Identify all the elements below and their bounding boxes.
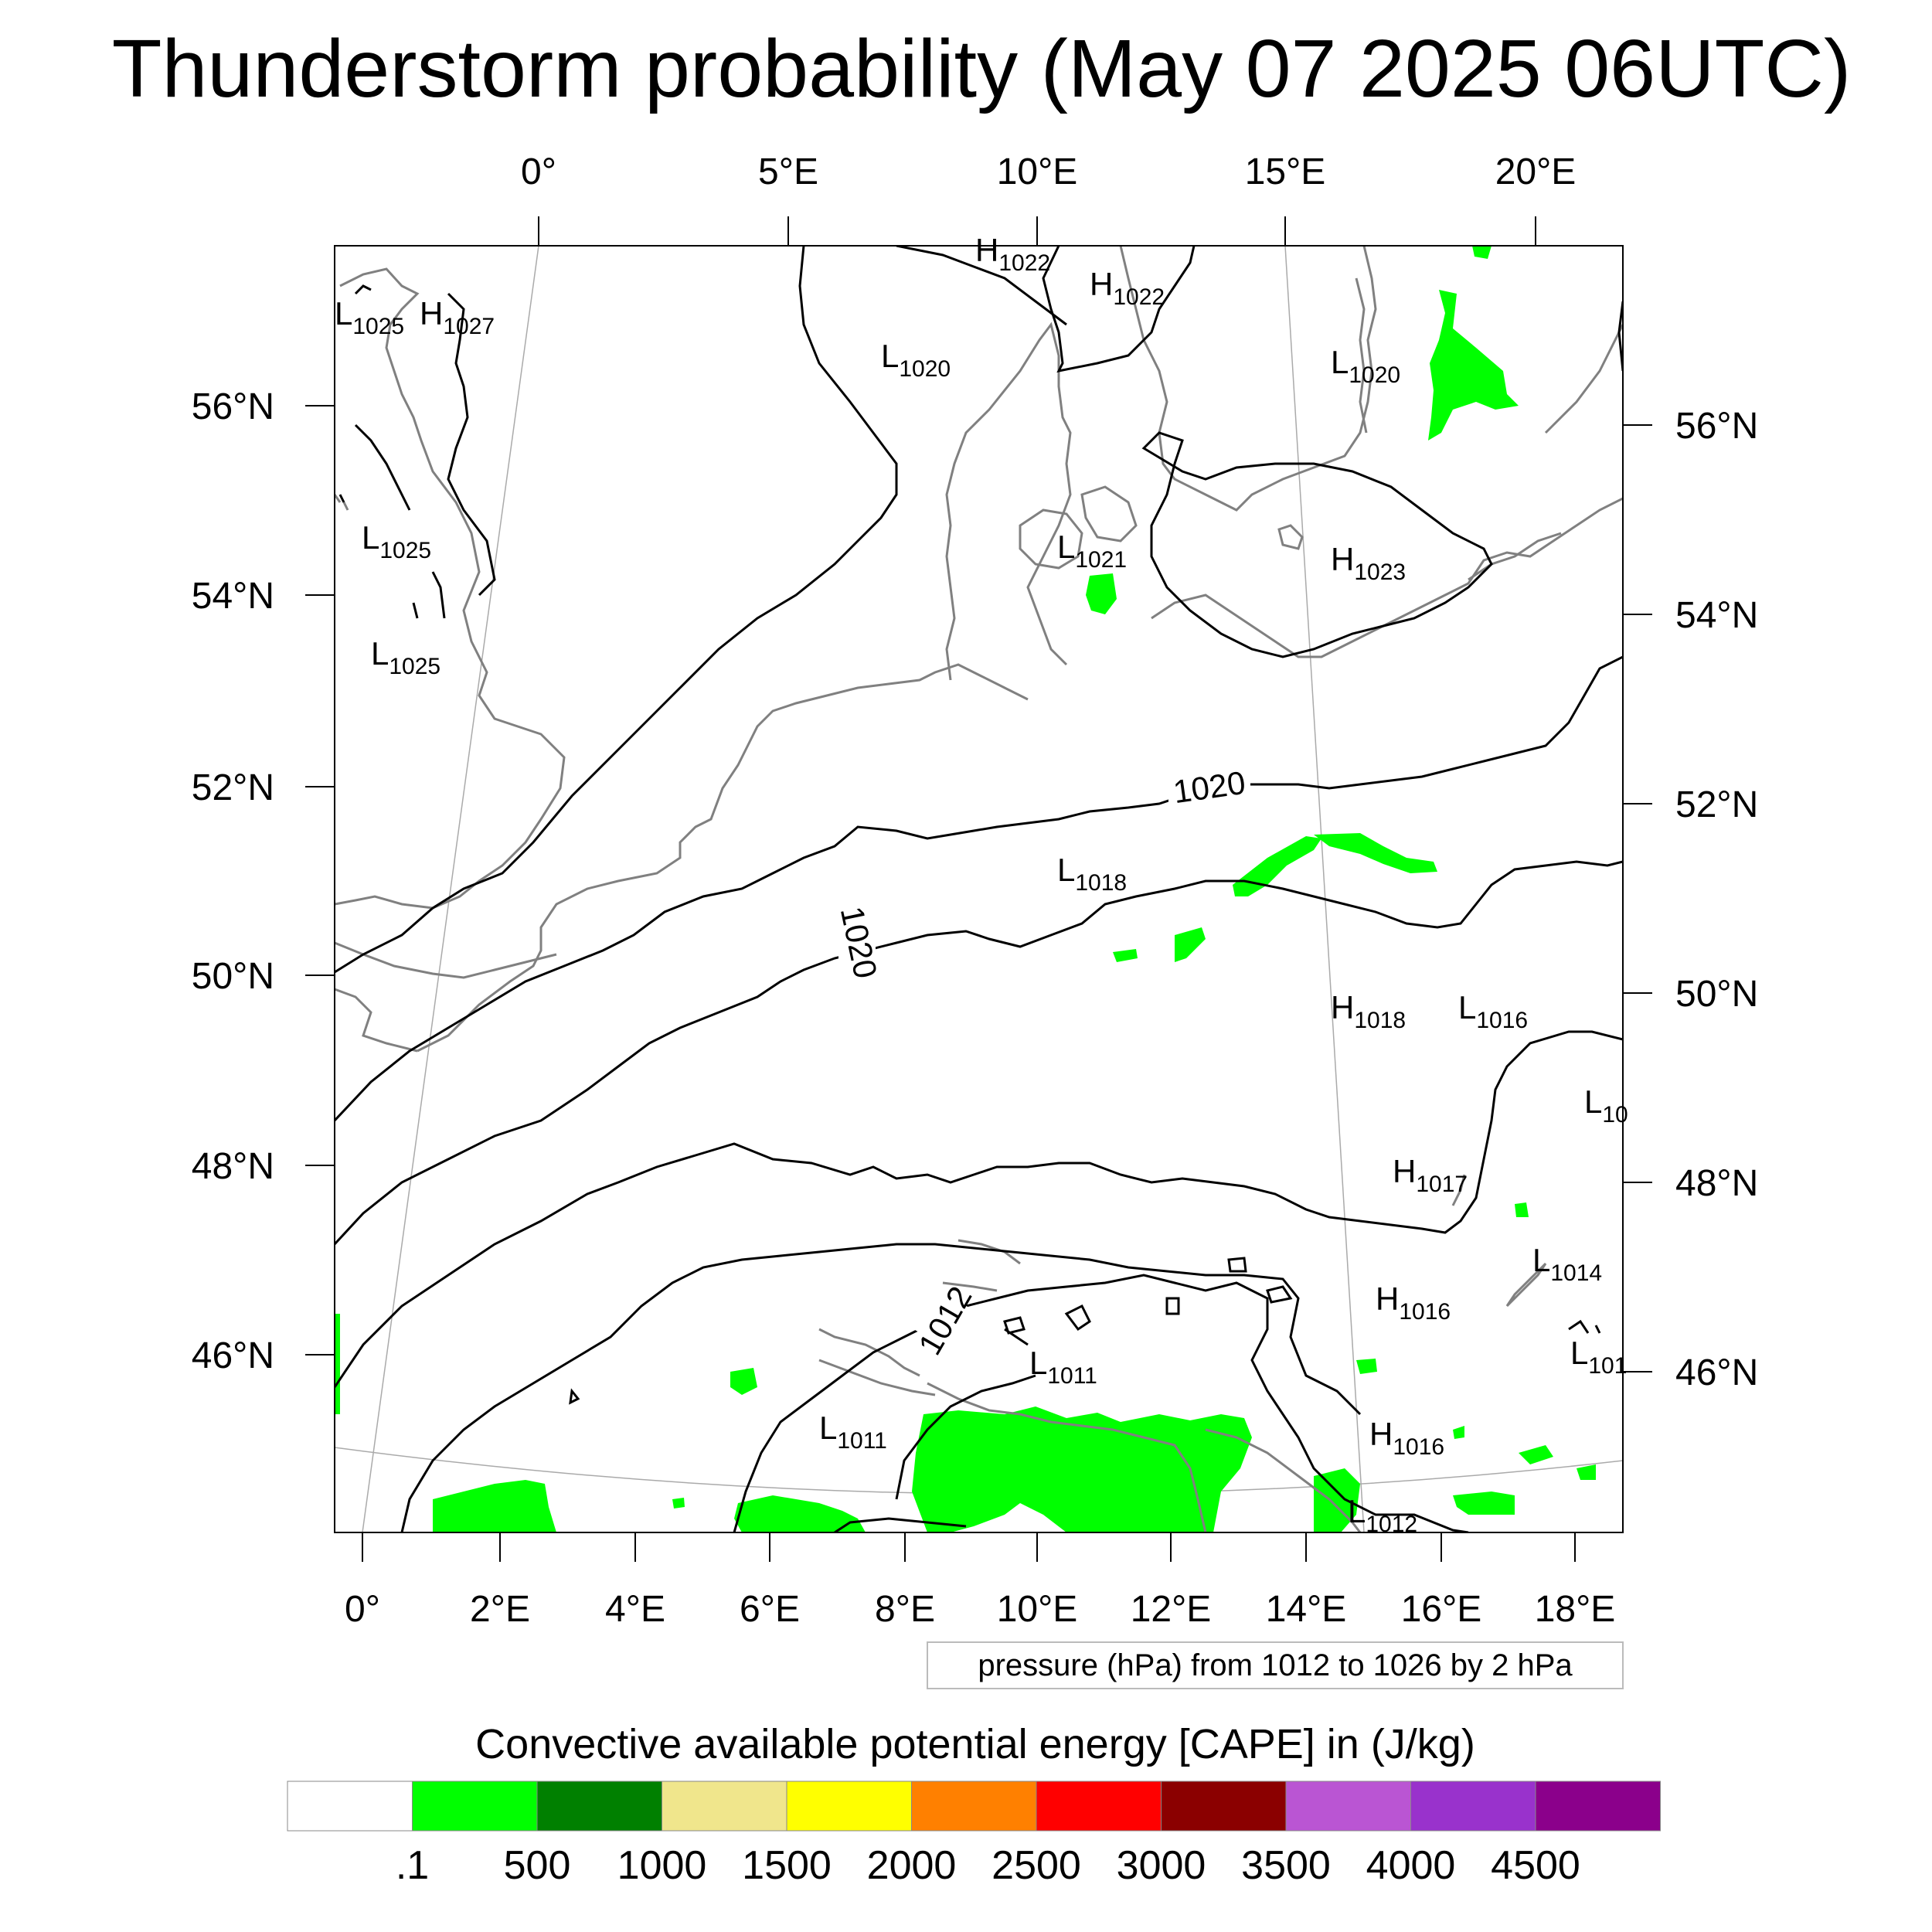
colorbar-label: 2500 [992, 1843, 1081, 1888]
pressure-high: H1027 [420, 295, 495, 339]
right-lat-label: 46°N [1675, 1352, 1758, 1393]
colorbar-swatch [1285, 1781, 1411, 1832]
colorbar-label: 1500 [742, 1843, 832, 1888]
bottom-lon-label: 2°E [470, 1589, 530, 1630]
coastlines [335, 246, 1623, 1532]
colorbar-swatch [536, 1781, 662, 1832]
bottom-lon-label: 14°E [1266, 1589, 1347, 1630]
colorbar-swatch [911, 1781, 1037, 1832]
bottom-lon-label: 16°E [1401, 1589, 1482, 1630]
left-lat-label: 52°N [192, 767, 274, 808]
pressure-low: L1021 [1057, 529, 1127, 573]
left-lat-label: 56°N [192, 386, 274, 427]
pressure-high: H1023 [1331, 541, 1406, 585]
pressure-low: L101 [1570, 1335, 1627, 1379]
pressure-info-box: pressure (hPa) from 1012 to 1026 by 2 hP… [927, 1641, 1624, 1689]
colorbar-label: 1000 [617, 1843, 707, 1888]
colorbar-swatch [287, 1781, 413, 1832]
pressure-low: L1018 [1057, 852, 1127, 896]
top-lon-label: 5°E [758, 151, 818, 192]
colorbar-swatch [786, 1781, 912, 1832]
right-lat-labels: 56°N 54°N 52°N 50°N 48°N 46°N [1675, 406, 1758, 1393]
top-lon-label: 15°E [1245, 151, 1326, 192]
colorbar-swatch [662, 1781, 787, 1832]
right-lat-label: 50°N [1675, 974, 1758, 1015]
colorbar-label: 500 [504, 1843, 571, 1888]
pressure-low: L10 [1584, 1083, 1628, 1128]
colorbar-label: 3000 [1117, 1843, 1206, 1888]
colorbar-swatch [1036, 1781, 1162, 1832]
pressure-high: H1016 [1369, 1416, 1444, 1460]
colorbar-swatches [287, 1781, 1661, 1832]
pressure-low: L1020 [1331, 344, 1400, 388]
pressure-low: L1025 [362, 519, 431, 563]
pressure-center-labels: L1025 H1027 L1025 L1025 H1022 H1022 L102… [335, 232, 1628, 1537]
pressure-info-text: pressure (hPa) from 1012 to 1026 by 2 hP… [978, 1648, 1573, 1682]
pressure-low: L1020 [881, 338, 951, 382]
bottom-lon-label: 0° [345, 1589, 380, 1630]
bottom-lon-label: 6°E [740, 1589, 800, 1630]
pressure-high: H1017 [1393, 1153, 1468, 1197]
pressure-high: H1022 [975, 232, 1050, 276]
pressure-high: H1022 [1090, 266, 1165, 310]
bottom-lon-label: 18°E [1535, 1589, 1616, 1630]
plot-frame [334, 245, 1624, 1533]
bottom-lon-label: 8°E [875, 1589, 935, 1630]
colorbar-label: 4000 [1366, 1843, 1456, 1888]
colorbar-swatch [412, 1781, 538, 1832]
colorbar-labels: .1 500 1000 1500 2000 2500 3000 3500 4000 4500 [396, 1843, 1580, 1888]
bottom-lon-label: 12°E [1131, 1589, 1212, 1630]
right-lat-label: 54°N [1675, 595, 1758, 636]
left-lat-label: 48°N [192, 1146, 274, 1187]
bottom-lon-label: 4°E [605, 1589, 665, 1630]
colorbar-label: 2000 [867, 1843, 957, 1888]
cape-fill-areas [335, 246, 1596, 1532]
colorbar-label: .1 [396, 1843, 429, 1888]
right-lat-label: 56°N [1675, 406, 1758, 447]
pressure-low: L1011 [1029, 1345, 1097, 1389]
pressure-low: L1011 [819, 1410, 887, 1454]
top-lon-label: 20°E [1495, 151, 1577, 192]
left-lat-label: 46°N [192, 1335, 274, 1376]
colorbar-label: 3500 [1241, 1843, 1331, 1888]
right-lat-label: 48°N [1675, 1163, 1758, 1204]
bottom-lon-label: 10°E [997, 1589, 1078, 1630]
colorbar-swatch [1161, 1781, 1287, 1832]
isobar-labels: 1020 1020 1012 [834, 764, 1250, 1361]
pressure-high: H1016 [1376, 1281, 1451, 1325]
colorbar-label: 4500 [1491, 1843, 1580, 1888]
map-title: Thunderstorm probability (May 07 2025 06… [112, 23, 1852, 114]
top-lon-label: 10°E [997, 151, 1078, 192]
top-lon-labels: 0° 5°E 10°E 15°E 20°E [521, 151, 1576, 192]
left-lat-label: 50°N [192, 956, 274, 997]
pressure-high: H1018 [1331, 989, 1406, 1033]
left-lat-label: 54°N [192, 576, 274, 617]
colorbar-swatch [1410, 1781, 1536, 1832]
pressure-low: L1025 [371, 635, 440, 679]
bottom-lon-labels: 0° 2°E 4°E 6°E 8°E 10°E 12°E 14°E 16°E 1… [345, 1589, 1615, 1630]
pressure-low: L1016 [1458, 989, 1528, 1033]
isobars [335, 246, 1623, 1532]
colorbar-title: Convective available potential energy [C… [475, 1721, 1475, 1767]
right-lat-label: 52°N [1675, 784, 1758, 825]
top-lon-label: 0° [521, 151, 556, 192]
pressure-low: L1014 [1532, 1242, 1602, 1286]
colorbar-swatch [1535, 1781, 1661, 1832]
pressure-low: L1012 [1348, 1493, 1417, 1537]
left-lat-labels: 56°N 54°N 52°N 50°N 48°N 46°N [192, 386, 274, 1376]
pressure-low: L1025 [335, 295, 404, 339]
tick-marks [305, 216, 1652, 1562]
